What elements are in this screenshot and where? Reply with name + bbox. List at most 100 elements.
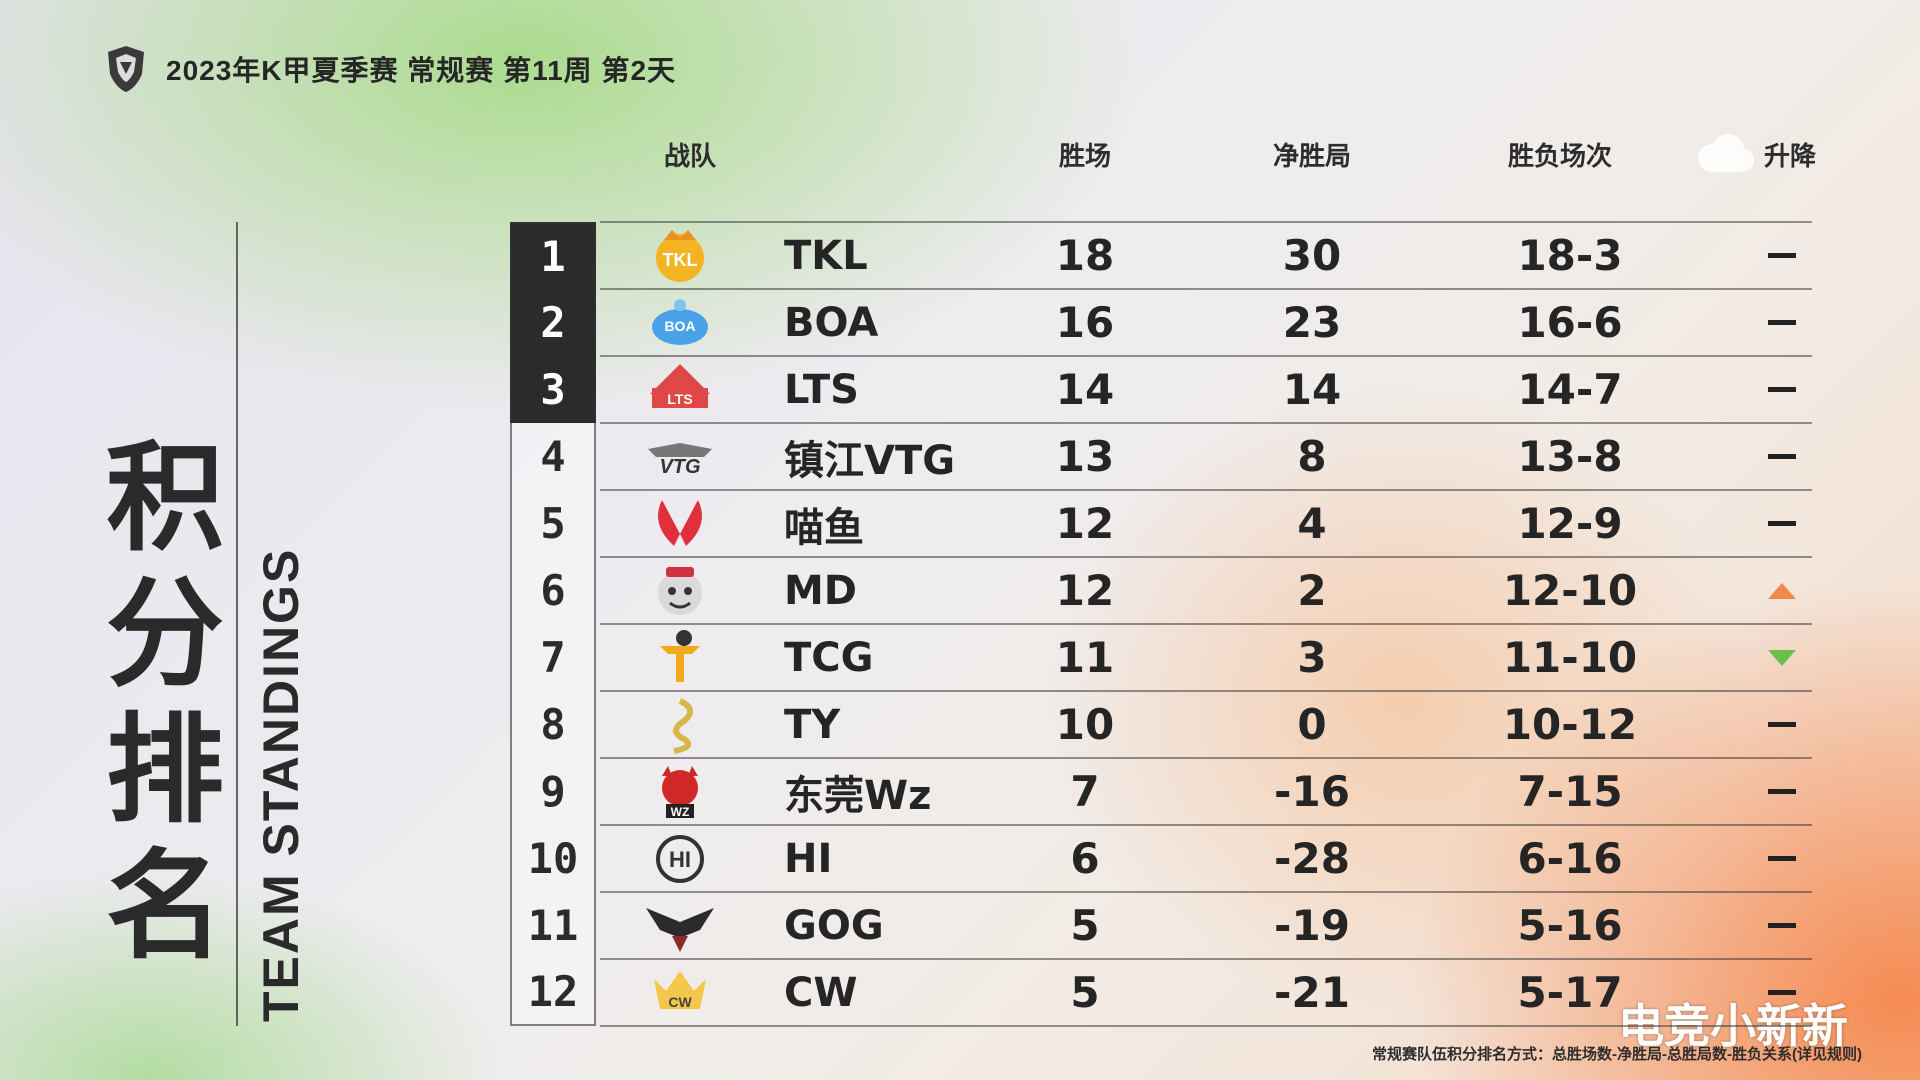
row-divider [600, 824, 1812, 826]
row-divider [600, 958, 1812, 960]
record-value: 5-17 [1517, 968, 1623, 1017]
table-row: 2 BOA BOA 16 23 16-6 [510, 289, 1812, 356]
wins-value: 5 [1070, 901, 1100, 950]
rank-cell: 8 [510, 691, 596, 758]
page-title-cn: 积 分 排 名 [100, 430, 230, 974]
team-name: 喵鱼 [784, 504, 864, 551]
vtg-logo-icon: VTG [648, 442, 712, 478]
rank-cell: 10 [510, 825, 596, 892]
net-games-value: 2 [1297, 566, 1327, 615]
rank-change [1766, 911, 1798, 941]
net-games-value: -28 [1274, 834, 1350, 883]
standings-table: 1 TKL TKL 18 30 18-3 2 BOA BOA 16 23 16-6 3 LTS LTS 14 1… [510, 222, 1812, 1026]
rank-cell: 6 [510, 557, 596, 624]
team-logo: BOA [640, 293, 720, 353]
wins-value: 12 [1055, 499, 1115, 548]
row-divider [600, 556, 1812, 558]
rank-unchanged-dash-icon [1768, 387, 1796, 392]
record-value: 14-7 [1517, 365, 1623, 414]
column-header-record: 胜负场次 [1507, 141, 1612, 171]
record-value: 7-15 [1517, 767, 1623, 816]
table-row: 9 WZ 东莞Wz 7 -16 7-15 [510, 758, 1812, 825]
net-games-value: 3 [1297, 633, 1327, 682]
league-shield-icon [108, 46, 144, 92]
rank-cell: 4 [510, 423, 596, 490]
team-logo: TKL [640, 226, 720, 286]
row-divider [600, 288, 1812, 290]
row-divider [600, 690, 1812, 692]
rank-unchanged-dash-icon [1768, 789, 1796, 794]
rank-change [1766, 844, 1798, 874]
ty-logo-icon [673, 697, 693, 754]
team-name: MD [784, 567, 858, 614]
rank-change [1766, 777, 1798, 807]
rank-change [1766, 643, 1798, 673]
row-divider [600, 221, 1812, 223]
rank-unchanged-dash-icon [1768, 253, 1796, 258]
cw-logo-icon: CW [654, 970, 706, 1010]
team-name: TKL [784, 232, 868, 279]
team-logo [640, 561, 720, 621]
table-row: 1 TKL TKL 18 30 18-3 [510, 222, 1812, 289]
lts-logo-icon: LTS [650, 363, 710, 408]
author-watermark: 电竞小新新 [1618, 999, 1848, 1053]
wins-value: 16 [1055, 298, 1115, 347]
rank-change [1766, 710, 1798, 740]
wins-value: 11 [1055, 633, 1115, 682]
net-games-value: -16 [1274, 767, 1350, 816]
net-games-value: 0 [1297, 700, 1327, 749]
title-cn-char: 分 [105, 565, 224, 703]
record-value: 16-6 [1517, 298, 1623, 347]
md-logo-icon [658, 566, 702, 615]
rank-down-arrow-icon [1768, 649, 1796, 666]
title-cn-char: 名 [105, 837, 224, 975]
boa-logo-icon: BOA [652, 298, 708, 345]
rank-cell: 11 [510, 892, 596, 959]
team-name: LTS [784, 366, 859, 413]
svg-text:HI: HI [669, 847, 691, 872]
record-value: 5-16 [1517, 901, 1623, 950]
team-logo: HI [640, 829, 720, 889]
net-games-value: 4 [1297, 499, 1327, 548]
rank-change [1766, 442, 1798, 472]
cloud-watermark-icon [1698, 134, 1754, 172]
title-cn-char: 排 [105, 701, 224, 839]
team-logo: WZ [640, 762, 720, 822]
table-row: 3 LTS LTS 14 14 14-7 [510, 356, 1812, 423]
rank-cell: 5 [510, 490, 596, 557]
svg-text:BOA: BOA [664, 318, 695, 334]
team-name: BOA [784, 299, 879, 346]
miaoyu-logo-icon [658, 499, 702, 546]
page-title-en: TEAM STANDINGS [253, 547, 309, 1022]
column-header-net: 净胜局 [1272, 141, 1351, 171]
net-games-value: -19 [1274, 901, 1350, 950]
net-games-value: 8 [1297, 432, 1327, 481]
team-logo: LTS [640, 360, 720, 420]
net-games-value: 14 [1282, 365, 1342, 414]
wins-value: 7 [1070, 767, 1100, 816]
wins-value: 12 [1055, 566, 1115, 615]
wins-value: 14 [1055, 365, 1115, 414]
rank-change [1766, 509, 1798, 539]
wins-value: 13 [1055, 432, 1115, 481]
record-value: 13-8 [1517, 432, 1623, 481]
table-row: 11 GOG 5 -19 5-16 [510, 892, 1812, 959]
rank-unchanged-dash-icon [1768, 990, 1796, 995]
team-name: HI [784, 835, 833, 882]
team-name: 东莞Wz [784, 772, 932, 819]
title-divider [236, 222, 238, 1026]
table-row: 10 HI HI 6 -28 6-16 [510, 825, 1812, 892]
record-value: 12-10 [1502, 566, 1638, 615]
gog-logo-icon [646, 907, 714, 952]
wins-value: 6 [1070, 834, 1100, 883]
row-divider [600, 891, 1812, 893]
table-row: 6 MD 12 2 12-10 [510, 557, 1812, 624]
row-divider [600, 422, 1812, 424]
column-header-change: 升降 [1763, 141, 1816, 171]
team-name: TCG [784, 634, 874, 681]
title-cn-char: 积 [105, 429, 224, 567]
rank-change [1766, 241, 1798, 271]
table-row: 4 VTG 镇江VTG 13 8 13-8 [510, 423, 1812, 490]
rank-unchanged-dash-icon [1768, 521, 1796, 526]
column-header-wins: 胜场 [1058, 141, 1111, 171]
